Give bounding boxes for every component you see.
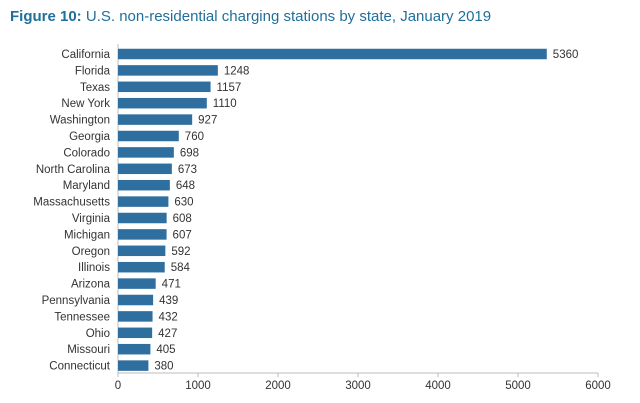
bar <box>118 229 167 240</box>
bar <box>118 179 170 191</box>
bar <box>118 130 179 142</box>
category-label: Washington <box>50 115 110 127</box>
category-label: California <box>61 49 110 61</box>
bar <box>118 65 218 76</box>
category-label: Oregon <box>72 246 110 258</box>
data-label: 673 <box>178 164 197 176</box>
category-label: Connecticut <box>49 361 111 373</box>
data-label: 427 <box>158 328 177 340</box>
chart-title: Figure 10: U.S. non-residential charging… <box>10 8 491 25</box>
x-tick-label: 0 <box>115 380 121 392</box>
category-label: Ohio <box>86 328 110 340</box>
data-label: 584 <box>171 262 191 274</box>
data-label: 760 <box>185 131 204 143</box>
category-label: Florida <box>75 65 111 77</box>
category-label: Texas <box>80 82 110 94</box>
bar <box>118 48 547 60</box>
bar <box>118 278 156 289</box>
category-label: Pennsylvania <box>42 295 111 307</box>
x-tick-label: 4000 <box>425 380 451 392</box>
category-label: Arizona <box>71 279 111 291</box>
category-label: Colorado <box>63 147 110 159</box>
data-label: 1157 <box>217 82 242 94</box>
category-label: Maryland <box>63 180 110 192</box>
bar <box>118 196 169 207</box>
bar <box>118 245 166 257</box>
data-label: 927 <box>198 115 217 127</box>
category-label: Michigan <box>64 229 110 241</box>
category-label: Georgia <box>69 131 111 143</box>
data-label: 405 <box>156 344 175 356</box>
chart-title-text: U.S. non-residential charging stations b… <box>85 8 492 25</box>
data-label: 1248 <box>224 65 250 77</box>
category-label: Virginia <box>72 213 111 225</box>
bar <box>118 311 153 322</box>
bar <box>118 327 153 339</box>
bar <box>118 114 193 125</box>
data-label: 648 <box>176 180 195 192</box>
x-tick-label: 5000 <box>505 380 531 392</box>
data-label: 630 <box>174 197 193 209</box>
bar <box>118 360 149 371</box>
category-label: New York <box>61 98 110 110</box>
data-label: 592 <box>171 246 190 258</box>
bar <box>118 97 207 109</box>
bar <box>118 343 151 355</box>
x-tick-label: 3000 <box>345 380 371 392</box>
figure-label: Figure 10: <box>10 8 82 25</box>
bar <box>118 81 211 93</box>
category-label: North Carolina <box>36 164 111 176</box>
category-label: Massachusetts <box>33 197 110 209</box>
data-label: 439 <box>159 295 178 307</box>
bar <box>118 261 165 273</box>
category-label: Tennessee <box>54 311 110 323</box>
data-label: 608 <box>173 213 192 225</box>
bar <box>118 212 167 224</box>
bar <box>118 294 154 306</box>
x-tick-label: 1000 <box>185 380 211 392</box>
data-label: 1110 <box>213 98 237 110</box>
data-label: 698 <box>180 147 199 159</box>
data-label: 607 <box>173 229 192 241</box>
data-label: 471 <box>162 279 181 291</box>
x-tick-label: 6000 <box>585 380 611 392</box>
bar <box>118 147 174 158</box>
category-label: Missouri <box>67 344 110 356</box>
bar <box>118 163 172 175</box>
category-label: Illinois <box>78 262 110 274</box>
x-tick-label: 2000 <box>265 380 291 392</box>
data-label: 5360 <box>553 49 579 61</box>
data-label: 432 <box>159 311 178 323</box>
data-label: 380 <box>154 361 173 373</box>
